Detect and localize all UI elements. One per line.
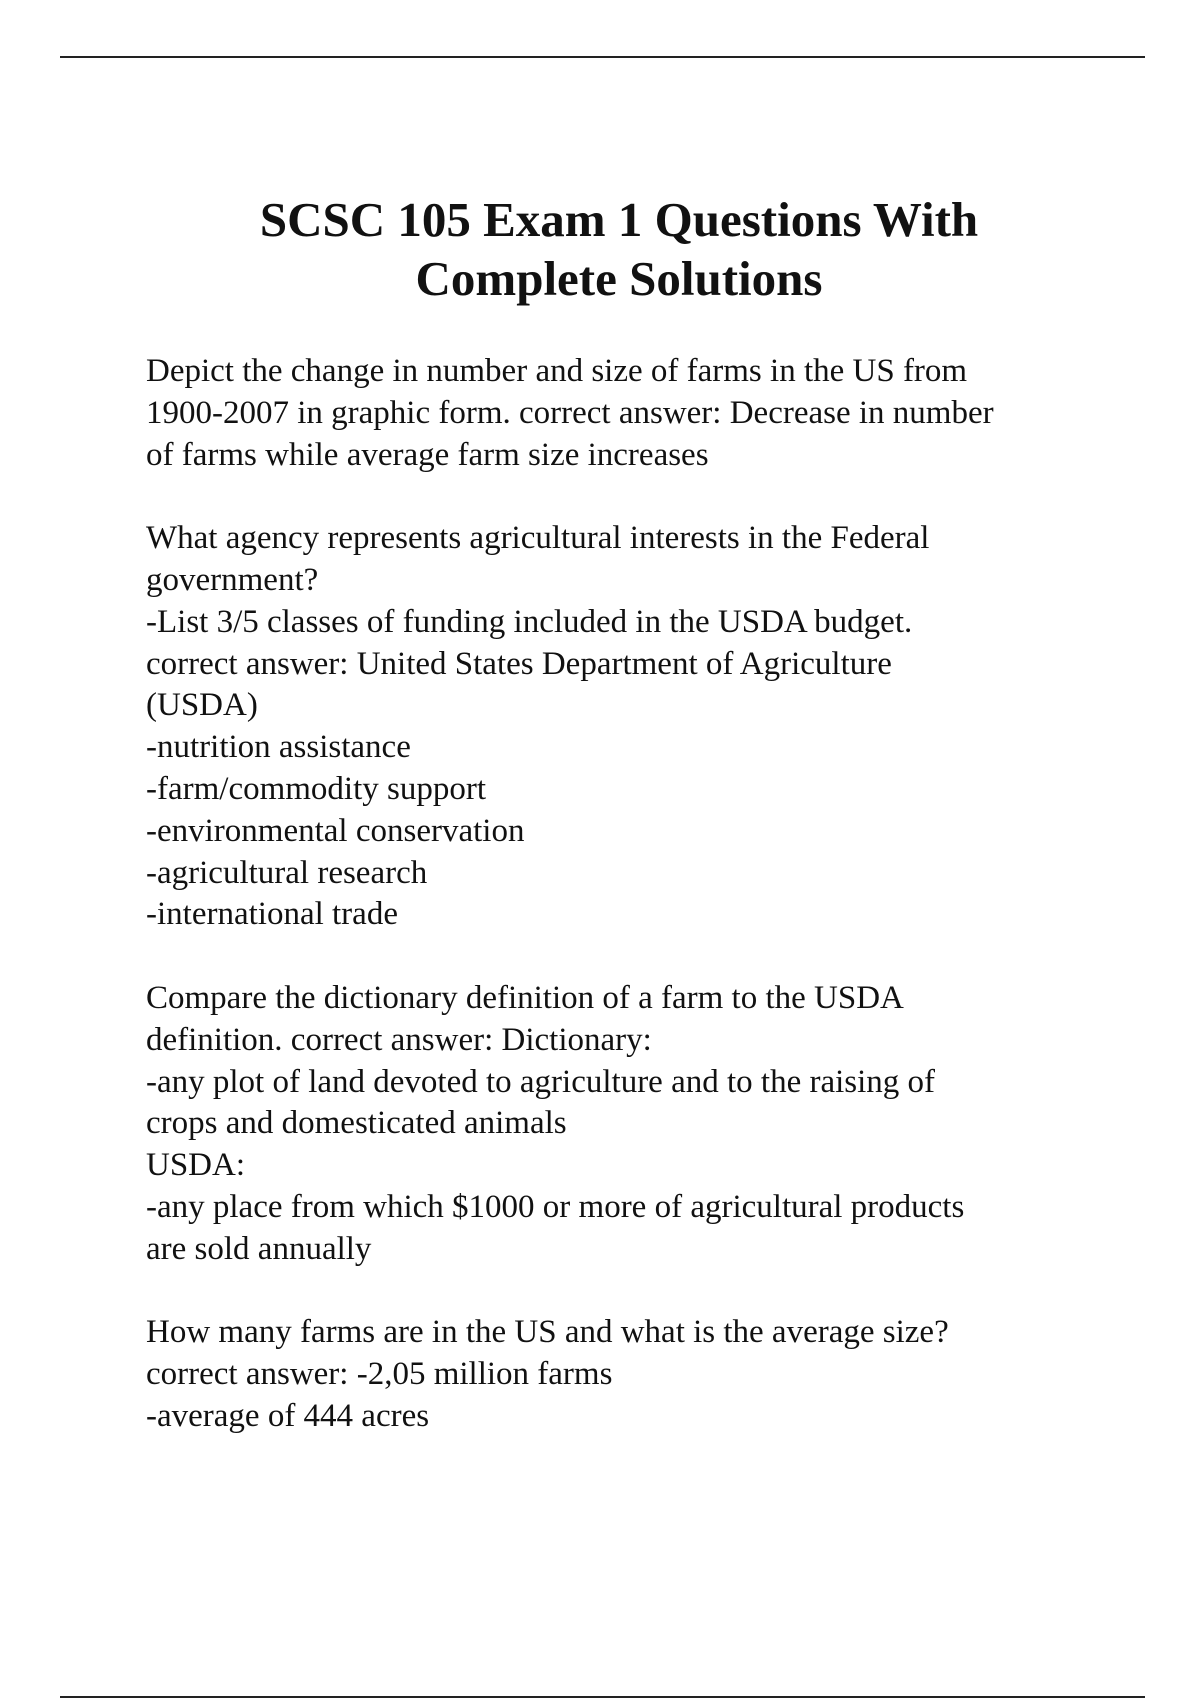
text-line: 1900-2007 in graphic form. correct answe… [146, 394, 994, 431]
question-answer-paragraph: Depict the change in number and size of … [146, 351, 1146, 476]
text-line: correct answer: United States Department… [146, 645, 892, 682]
text-line: crops and domesticated animals [146, 1105, 567, 1142]
question-answer-paragraph: How many farms are in the US and what is… [146, 1312, 1146, 1437]
text-line: (USDA) [146, 687, 258, 724]
text-line: What agency represents agricultural inte… [146, 520, 930, 557]
text-line: Depict the change in number and size of … [146, 353, 968, 389]
page-title: SCSC 105 Exam 1 Questions With Complete … [0, 190, 1200, 308]
text-line: definition. correct answer: Dictionary: [146, 1021, 652, 1058]
text-line: -environmental conservation [146, 812, 525, 849]
text-line: correct answer: -2,05 million farms [146, 1356, 613, 1393]
title-line: Complete Solutions [415, 251, 823, 306]
text-line: -any place from which $1000 or more of a… [146, 1188, 965, 1225]
text-line: -List 3/5 classes of funding included in… [146, 603, 913, 640]
text-line: -nutrition assistance [146, 729, 411, 766]
text-line: -any plot of land devoted to agriculture… [146, 1063, 936, 1100]
question-answer-paragraph: What agency represents agricultural inte… [146, 518, 1146, 936]
text-line: -agricultural research [146, 854, 428, 891]
text-line: -farm/commodity support [146, 770, 487, 807]
header-rule [60, 56, 1145, 58]
footer-rule [60, 1696, 1145, 1698]
question-answer-paragraph: Compare the dictionary definition of a f… [146, 978, 1146, 1271]
text-line: USDA: [146, 1147, 246, 1184]
text-line: Compare the dictionary definition of a f… [146, 979, 904, 1016]
text-line: of farms while average farm size increas… [146, 436, 709, 473]
text-line: government? [146, 561, 319, 598]
document-body: Depict the change in number and size of … [146, 351, 1146, 1480]
text-line: are sold annually [146, 1230, 372, 1267]
text-line: -average of 444 acres [146, 1397, 430, 1434]
text-line: -international trade [146, 896, 398, 933]
text-line: How many farms are in the US and what is… [146, 1314, 949, 1351]
title-line: SCSC 105 Exam 1 Questions With [259, 192, 979, 247]
